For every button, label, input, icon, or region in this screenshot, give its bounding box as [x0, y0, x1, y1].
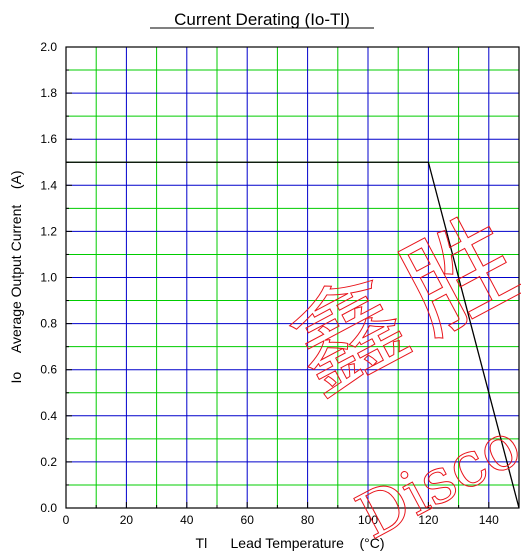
watermark-disco: Disco: [345, 407, 521, 553]
y-tick-label: 1.8: [40, 86, 57, 100]
x-tick-label: 120: [418, 513, 438, 527]
y-tick-label: 0.0: [40, 501, 57, 515]
y-axis-label: Io Average Output Current (A): [8, 171, 24, 384]
y-tick-label: 1.6: [40, 132, 57, 146]
x-tick-label: 60: [241, 513, 255, 527]
y-tick-labels: 0.0 0.2 0.4 0.6 0.8 1.0 1.2 1.4 1.6 1.8 2.0: [40, 40, 57, 515]
x-tick-labels: 0 20 40 60 80 100 120 140: [63, 513, 499, 527]
x-tick-label: 0: [63, 513, 70, 527]
y-tick-label: 2.0: [40, 40, 57, 54]
plot-frame: [65, 46, 520, 509]
x-tick-label: 100: [358, 513, 378, 527]
x-tick-label: 140: [479, 513, 499, 527]
y-tick-label: 0.8: [40, 317, 57, 331]
grid-major: [66, 47, 519, 508]
chart-title: Current Derating (Io-Tl): [174, 10, 350, 29]
y-tick-label: 1.2: [40, 224, 57, 238]
y-tick-label: 0.2: [40, 455, 57, 469]
x-tick-label: 80: [301, 513, 315, 527]
grid-minor: [66, 47, 519, 508]
y-tick-label: 0.6: [40, 363, 57, 377]
y-tick-label: 0.4: [40, 409, 57, 423]
x-axis-label: Tl Lead Temperature (°C): [196, 535, 385, 551]
y-tick-label: 1.0: [40, 271, 57, 285]
y-tick-label: 1.4: [40, 178, 57, 192]
x-tick-label: 20: [120, 513, 134, 527]
plot-series: [66, 161, 520, 509]
derating-curve: [66, 161, 520, 509]
x-tick-label: 40: [180, 513, 194, 527]
